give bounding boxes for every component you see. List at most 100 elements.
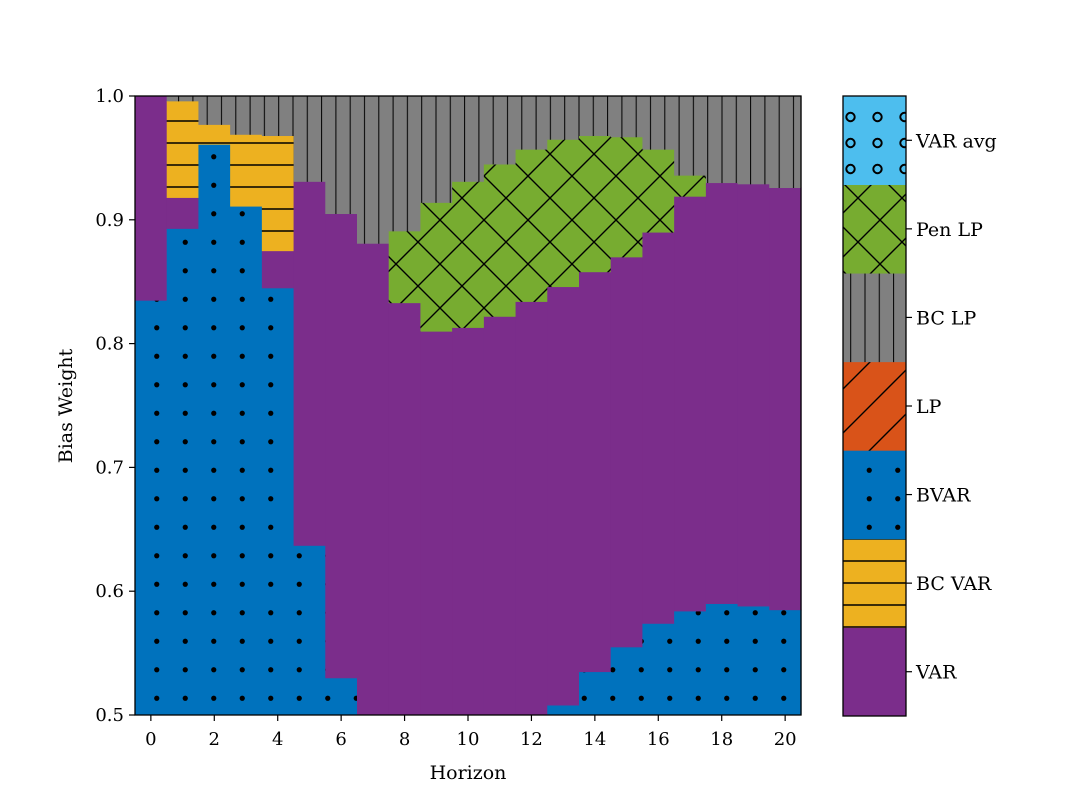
region-pen-lp-h12 (515, 149, 548, 302)
region-var-h13 (547, 286, 580, 706)
legend-label-bc-lp: BC LP (916, 307, 977, 329)
x-tick-label: 0 (145, 729, 156, 750)
legend-swatch-pen-lp (843, 184, 906, 274)
region-var-h6 (325, 213, 358, 679)
x-tick-label: 6 (335, 729, 346, 750)
region-pen-lp-h14 (579, 135, 612, 273)
legend-label-var-avg: VAR avg (915, 130, 997, 152)
x-tick-label: 12 (520, 729, 543, 750)
region-bc-lp-h8 (388, 96, 422, 232)
x-tick-label: 2 (209, 729, 220, 750)
legend-swatch-bc-lp (843, 273, 906, 363)
region-bvar-h1 (166, 228, 200, 716)
region-bvar-h13 (547, 705, 580, 716)
x-tick-label: 14 (583, 729, 606, 750)
region-bc-lp-h9 (420, 96, 453, 203)
legend-swatch-var-avg (843, 96, 906, 185)
legend-label-pen-lp: Pen LP (916, 219, 983, 241)
region-var-h8 (388, 302, 422, 716)
region-bc-lp-h14 (579, 96, 612, 137)
region-var-h9 (420, 331, 453, 716)
region-var-h17 (674, 196, 707, 612)
region-bc-var-h4 (261, 135, 295, 252)
region-var-h20 (769, 187, 802, 611)
region-bvar-h4 (261, 287, 295, 716)
region-var-h16 (642, 232, 675, 624)
legend-swatch-bvar (843, 450, 906, 540)
region-bvar-h2 (198, 144, 231, 716)
region-bc-lp-h12 (515, 96, 548, 150)
region-bc-lp-h16 (642, 96, 675, 150)
region-bc-lp-h18 (705, 96, 739, 184)
region-var-h15 (610, 256, 644, 648)
legend-label-lp: LP (916, 396, 942, 418)
y-axis-label: Bias Weight (55, 348, 77, 463)
legend-label-bvar: BVAR (916, 485, 971, 507)
region-var-h7 (357, 243, 390, 716)
region-bc-var-h2 (198, 124, 231, 145)
region-bvar-h18 (705, 603, 739, 716)
x-tick-label: 8 (399, 729, 410, 750)
region-var-h0 (135, 96, 168, 301)
region-bvar-h6 (325, 677, 358, 716)
region-bc-var-h1 (166, 100, 200, 198)
region-bvar-h20 (769, 609, 802, 716)
y-tick-label: 0.6 (95, 581, 124, 602)
y-tick-label: 0.7 (95, 457, 124, 478)
x-axis-label: Horizon (430, 762, 507, 784)
region-bvar-h17 (674, 611, 707, 716)
region-bc-var-h3 (230, 134, 263, 207)
x-tick-label: 16 (647, 729, 670, 750)
region-pen-lp-h8 (388, 230, 422, 304)
region-bc-lp-h19 (737, 96, 770, 185)
legend-swatch-lp (843, 361, 906, 451)
region-var-h19 (737, 183, 770, 607)
region-bvar-h15 (610, 646, 644, 716)
region-bc-lp-h7 (357, 96, 390, 244)
region-bc-lp-h10 (452, 96, 485, 182)
region-bvar-h16 (642, 623, 675, 716)
region-pen-lp-h9 (420, 202, 453, 332)
y-tick-label: 0.8 (95, 334, 124, 355)
region-var-h1 (166, 197, 200, 229)
y-tick-label: 0.5 (95, 705, 124, 726)
plot-axes: 0 2 4 6 8 10 12 14 16 18 20 0.5 0.6 0.7 0.8 0.9 1.0 (95, 86, 802, 750)
region-bvar-h19 (737, 606, 770, 716)
legend-frame (842, 95, 907, 717)
region-bc-lp-h13 (547, 96, 580, 140)
region-bc-lp-h11 (483, 96, 517, 165)
region-bc-lp-h1 (166, 96, 200, 102)
region-bc-lp-h3 (230, 96, 263, 135)
region-var-h12 (515, 301, 548, 716)
region-var-h14 (579, 271, 612, 673)
plot-area (135, 96, 802, 716)
legend-swatch-bc-var (843, 538, 906, 628)
region-var-h18 (705, 182, 739, 604)
region-bvar-h5 (293, 545, 326, 716)
region-pen-lp-h17 (674, 175, 707, 197)
x-tick-label: 10 (457, 729, 480, 750)
legend-label-bc-var: BC VAR (916, 573, 992, 595)
region-pen-lp-h16 (642, 149, 675, 233)
y-tick-label: 0.9 (95, 210, 124, 231)
region-var-h5 (293, 181, 326, 546)
region-bvar-h0 (135, 300, 168, 716)
region-bvar-h14 (579, 671, 612, 716)
legend-colorbar: VAR BC VAR BVAR LP BC LP Pen LP VAR avg (842, 95, 997, 717)
region-bc-lp-h4 (261, 96, 295, 137)
region-bc-lp-h5 (293, 96, 326, 182)
region-pen-lp-h15 (610, 136, 644, 258)
region-bvar-h3 (230, 206, 263, 716)
x-tick-label: 4 (272, 729, 283, 750)
region-bc-lp-h17 (674, 96, 707, 176)
region-var-h11 (483, 316, 517, 716)
region-pen-lp-h11 (483, 164, 517, 317)
region-bc-lp-h2 (198, 96, 231, 125)
x-tick-label: 20 (774, 729, 797, 750)
region-var-h10 (452, 327, 485, 716)
region-bc-lp-h20 (769, 96, 802, 189)
y-tick-label: 1.0 (95, 86, 124, 107)
region-bc-lp-h15 (610, 96, 644, 138)
